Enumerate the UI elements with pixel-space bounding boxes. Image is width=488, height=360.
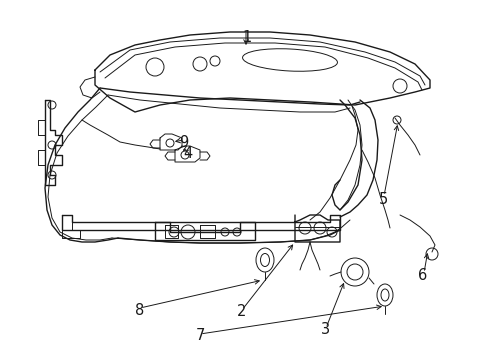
Text: 7: 7: [195, 328, 205, 343]
Text: 3: 3: [320, 322, 329, 337]
Text: 9: 9: [179, 135, 187, 150]
Text: 5: 5: [379, 192, 387, 207]
Text: 2: 2: [237, 304, 246, 319]
Text: 1: 1: [242, 30, 251, 45]
Text: 8: 8: [135, 303, 143, 318]
Text: 6: 6: [418, 268, 427, 283]
Text: 4: 4: [183, 145, 192, 161]
